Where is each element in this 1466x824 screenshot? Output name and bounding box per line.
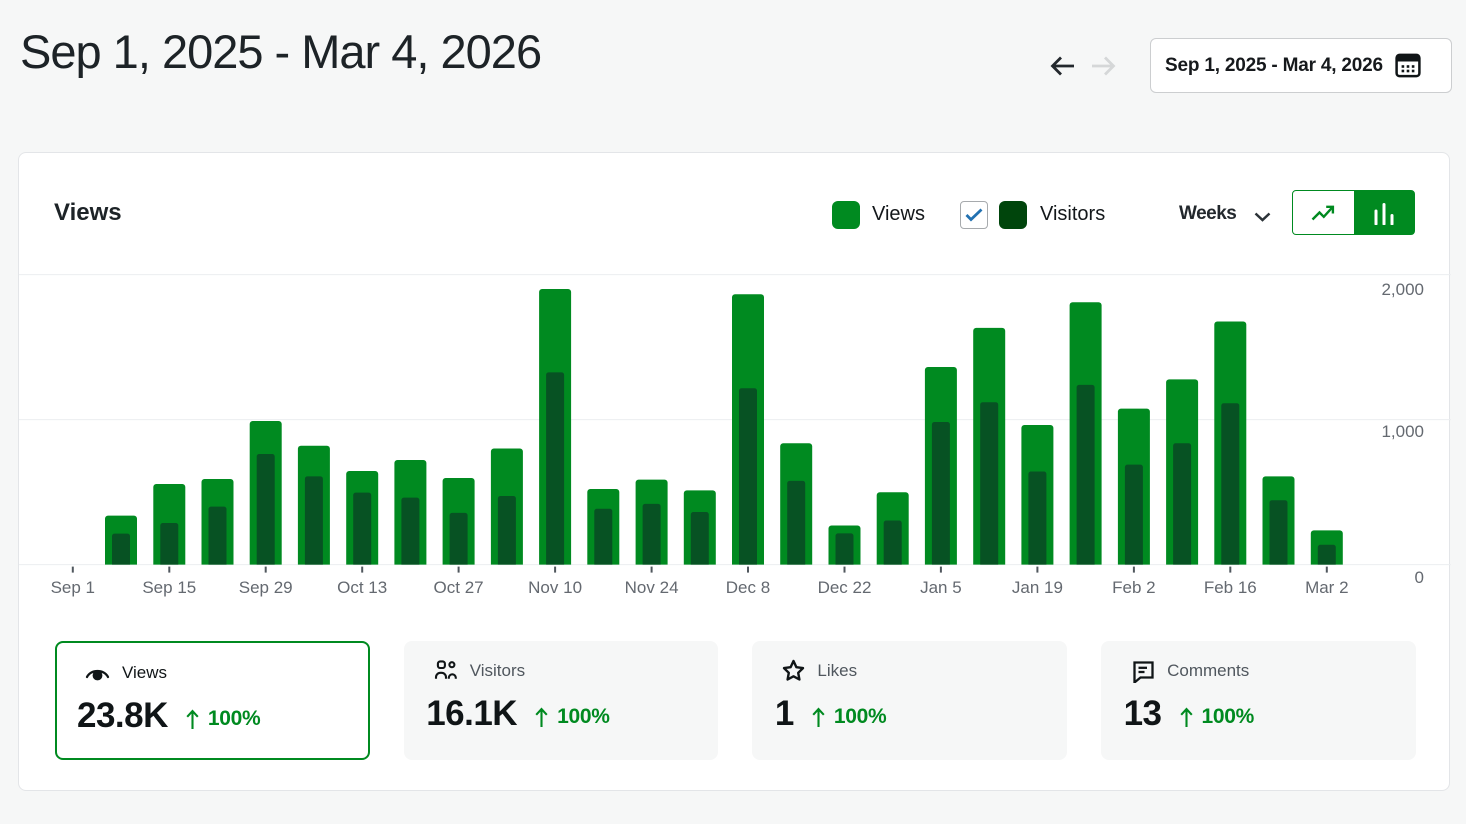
svg-text:Oct 27: Oct 27 [434, 578, 484, 597]
svg-text:Feb 2: Feb 2 [1112, 578, 1155, 597]
svg-text:Jan 5: Jan 5 [920, 578, 962, 597]
svg-text:Sep 15: Sep 15 [142, 578, 196, 597]
svg-text:Sep 29: Sep 29 [239, 578, 293, 597]
svg-text:Nov 10: Nov 10 [528, 578, 582, 597]
svg-text:2,000: 2,000 [1381, 280, 1424, 299]
svg-text:Oct 13: Oct 13 [337, 578, 387, 597]
svg-text:1,000: 1,000 [1381, 422, 1424, 441]
svg-text:0: 0 [1415, 568, 1424, 587]
svg-text:Nov 24: Nov 24 [625, 578, 679, 597]
svg-text:Feb 16: Feb 16 [1204, 578, 1257, 597]
svg-text:Jan 19: Jan 19 [1012, 578, 1063, 597]
svg-text:Sep 1: Sep 1 [51, 578, 95, 597]
svg-text:Mar 2: Mar 2 [1305, 578, 1348, 597]
svg-text:Dec 8: Dec 8 [726, 578, 770, 597]
svg-text:Dec 22: Dec 22 [818, 578, 872, 597]
